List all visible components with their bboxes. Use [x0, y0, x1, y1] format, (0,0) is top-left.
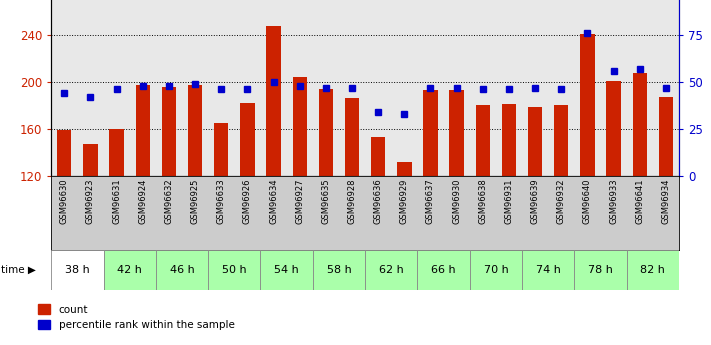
Text: GSM96933: GSM96933 [609, 178, 618, 224]
Text: GSM96636: GSM96636 [374, 178, 383, 224]
Text: GSM96930: GSM96930 [452, 178, 461, 224]
Text: GSM96631: GSM96631 [112, 178, 121, 224]
Text: GSM96931: GSM96931 [505, 178, 513, 224]
Text: 78 h: 78 h [588, 265, 613, 275]
FancyBboxPatch shape [104, 250, 156, 290]
Text: 38 h: 38 h [65, 265, 90, 275]
Text: GSM96641: GSM96641 [635, 178, 644, 224]
Text: GSM96634: GSM96634 [269, 178, 278, 224]
FancyBboxPatch shape [51, 250, 104, 290]
Text: GSM96632: GSM96632 [164, 178, 173, 224]
FancyBboxPatch shape [626, 250, 679, 290]
Bar [161, 87, 176, 176]
Legend: count, percentile rank within the sample: count, percentile rank within the sample [33, 300, 239, 334]
Bar [449, 90, 464, 176]
FancyBboxPatch shape [208, 250, 260, 290]
FancyBboxPatch shape [574, 250, 626, 290]
Text: GSM96923: GSM96923 [86, 178, 95, 224]
Bar [240, 103, 255, 176]
Bar [319, 89, 333, 176]
Text: 46 h: 46 h [170, 265, 194, 275]
Bar [267, 26, 281, 176]
Text: 74 h: 74 h [536, 265, 561, 275]
Text: GSM96934: GSM96934 [661, 178, 670, 224]
Bar [606, 81, 621, 176]
Bar [292, 77, 307, 176]
Text: GSM96924: GSM96924 [138, 178, 147, 224]
Bar [554, 106, 569, 176]
FancyBboxPatch shape [156, 250, 208, 290]
Bar [83, 144, 97, 176]
Text: 70 h: 70 h [483, 265, 508, 275]
Text: 50 h: 50 h [222, 265, 247, 275]
Text: 62 h: 62 h [379, 265, 404, 275]
Bar [188, 86, 202, 176]
Text: GSM96925: GSM96925 [191, 178, 200, 224]
Text: GSM96926: GSM96926 [243, 178, 252, 224]
Text: GSM96929: GSM96929 [400, 178, 409, 224]
Bar [633, 72, 647, 176]
Bar [658, 97, 673, 176]
Bar [528, 107, 542, 176]
Text: GSM96637: GSM96637 [426, 178, 435, 224]
Text: GSM96639: GSM96639 [530, 178, 540, 224]
Bar [371, 137, 385, 176]
Text: 42 h: 42 h [117, 265, 142, 275]
Text: GSM96635: GSM96635 [321, 178, 331, 224]
FancyBboxPatch shape [522, 250, 574, 290]
FancyBboxPatch shape [470, 250, 522, 290]
Bar [214, 123, 228, 176]
Text: GSM96932: GSM96932 [557, 178, 566, 224]
Bar [136, 86, 150, 176]
Bar [397, 162, 412, 176]
Bar [423, 90, 438, 176]
Text: GSM96633: GSM96633 [217, 178, 225, 224]
Text: GSM96638: GSM96638 [479, 178, 487, 224]
Text: GSM96927: GSM96927 [295, 178, 304, 224]
Text: 58 h: 58 h [326, 265, 351, 275]
Bar [502, 104, 516, 176]
FancyBboxPatch shape [260, 250, 313, 290]
Text: GSM96640: GSM96640 [583, 178, 592, 224]
Text: 54 h: 54 h [274, 265, 299, 275]
FancyBboxPatch shape [313, 250, 365, 290]
Bar [109, 129, 124, 176]
Text: 66 h: 66 h [432, 265, 456, 275]
Bar [476, 106, 490, 176]
Bar [345, 98, 359, 176]
Text: GSM96928: GSM96928 [348, 178, 356, 224]
FancyBboxPatch shape [365, 250, 417, 290]
Bar [580, 34, 594, 176]
Text: 82 h: 82 h [641, 265, 665, 275]
Bar [57, 130, 72, 176]
Text: time ▶: time ▶ [1, 265, 36, 275]
FancyBboxPatch shape [417, 250, 470, 290]
Text: GSM96630: GSM96630 [60, 178, 69, 224]
